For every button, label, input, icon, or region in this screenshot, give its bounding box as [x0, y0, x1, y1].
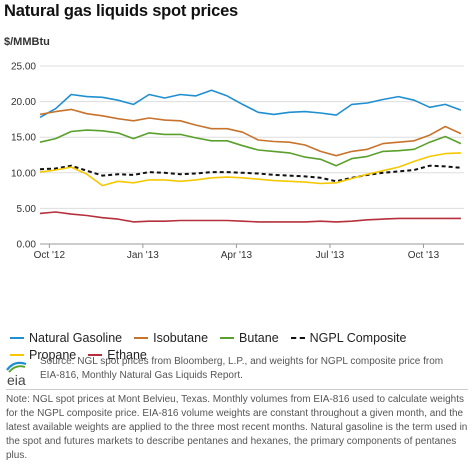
- legend-row-1: Natural Gasoline Isobutane Butane NGPL Comp…: [10, 329, 470, 346]
- x-tick-label: Jan '13: [127, 250, 159, 261]
- x-tick-label: Apr '13: [221, 250, 253, 261]
- legend-item-propane: Propane: [10, 348, 76, 362]
- y-tick-label: 5.00: [17, 204, 37, 215]
- legend-label: Natural Gasoline: [29, 330, 123, 345]
- legend-item-ethane: Ethane: [88, 348, 147, 362]
- legend-label: Isobutane: [153, 330, 209, 345]
- note-text: Note: NGL spot prices at Mont Belvieu, T…: [6, 394, 468, 461]
- series-line-natural-gasoline: [39, 89, 462, 119]
- x-tick-label: Oct '13: [408, 250, 440, 261]
- legend-swatch: [10, 336, 24, 339]
- x-tick-label: Jul '13: [316, 250, 345, 261]
- y-tick-label: 15.00: [11, 133, 36, 144]
- legend-label: Butane: [239, 330, 279, 345]
- series-layer: [39, 89, 462, 223]
- legend-swatch: [88, 353, 103, 356]
- legend-swatch: [290, 336, 305, 339]
- chart-title: Natural gas liquids spot prices: [4, 2, 239, 20]
- series-line-ngpl-composite: [39, 164, 461, 183]
- legend-item-isobutane: Isobutane: [134, 331, 208, 345]
- y-axis-unit: $/MMBtu: [4, 36, 50, 48]
- legend-swatch: [220, 336, 235, 339]
- y-tick-label: 20.00: [11, 97, 36, 108]
- footer-divider: [6, 389, 468, 390]
- legend-item-ngpl-composite: NGPL Composite: [290, 330, 407, 345]
- series-line-butane: [39, 129, 462, 167]
- series-line-ethane: [39, 211, 461, 223]
- y-tick-label: 0.00: [17, 240, 37, 251]
- axis-layer: 0.00 5.00 10.00 15.00 20.00 25.00 Oct '12 Jan '…: [11, 62, 440, 262]
- grid-layer: [40, 65, 464, 245]
- legend-swatch: [134, 336, 149, 339]
- source-text: Source: NGL spot prices from Bloomberg, …: [40, 356, 444, 381]
- y-tick-label: 10.00: [11, 168, 36, 179]
- legend: Natural Gasoline Isobutane Butane NGPL Comp…: [10, 329, 470, 363]
- legend-label: Propane: [29, 347, 77, 362]
- legend-label: Ethane: [107, 347, 147, 362]
- series-line-propane: [39, 152, 461, 187]
- line-chart: 0.00 5.00 10.00 15.00 20.00 25.00 Oct '12 Jan '…: [11, 62, 464, 262]
- x-tick-label: Oct '12: [34, 250, 66, 261]
- legend-row-2: Propane Ethane: [10, 346, 470, 363]
- svg-text:eia: eia: [7, 372, 26, 388]
- eia-logo: eia: [6, 361, 27, 388]
- legend-label: NGPL Composite: [309, 330, 407, 345]
- legend-item-natural-gasoline: Natural Gasoline: [10, 331, 122, 345]
- y-tick-label: 25.00: [11, 62, 36, 73]
- series-line-isobutane: [39, 108, 462, 157]
- legend-item-butane: Butane: [220, 331, 279, 345]
- legend-swatch: [10, 353, 24, 356]
